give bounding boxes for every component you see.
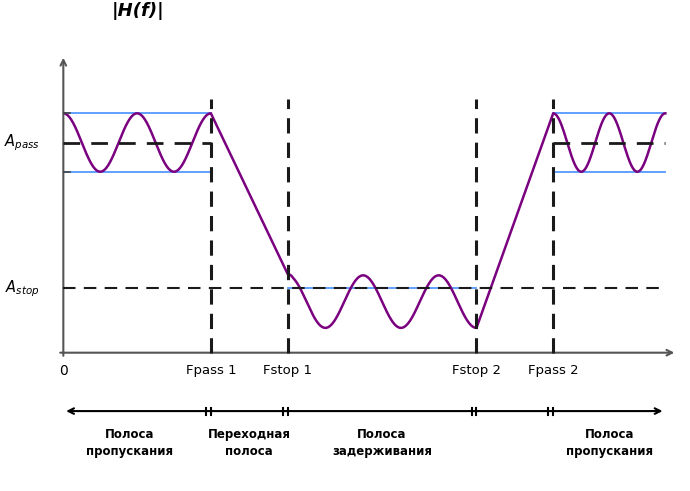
Text: Fstop 1: Fstop 1 — [263, 364, 312, 378]
Text: Полоса: Полоса — [357, 428, 407, 441]
Text: Полоса: Полоса — [584, 428, 634, 441]
Text: Fstop 2: Fstop 2 — [452, 364, 501, 378]
Text: полоса: полоса — [226, 445, 273, 459]
Text: пропускания: пропускания — [86, 445, 173, 459]
Text: 0: 0 — [59, 364, 68, 379]
Text: Переходная: Переходная — [208, 428, 290, 441]
Text: |H(f)|: |H(f)| — [111, 2, 164, 20]
Text: задерживания: задерживания — [332, 445, 432, 459]
Text: Fpass 1: Fpass 1 — [186, 364, 236, 378]
Text: пропускания: пропускания — [566, 445, 653, 459]
Text: $A_{stop}$: $A_{stop}$ — [6, 278, 40, 299]
Text: $A_{pass}$: $A_{pass}$ — [3, 132, 40, 153]
Text: Полоса: Полоса — [105, 428, 155, 441]
Text: Fpass 2: Fpass 2 — [528, 364, 578, 378]
